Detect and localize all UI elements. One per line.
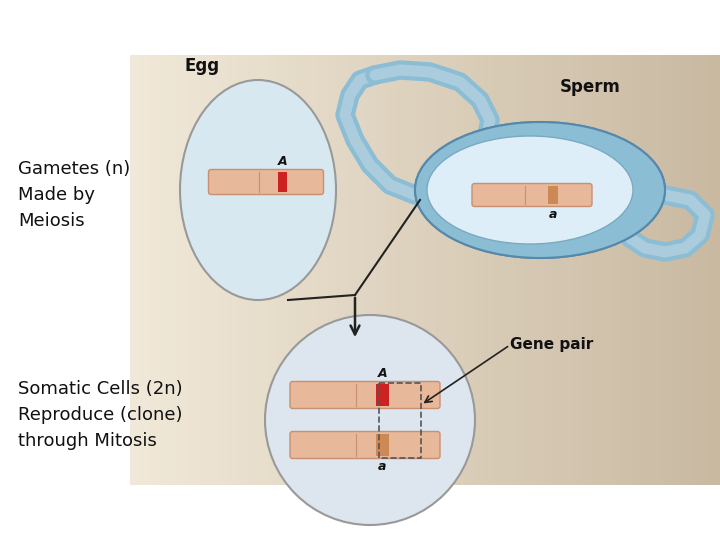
- Bar: [710, 55, 720, 485]
- Bar: [454, 55, 465, 485]
- Text: Egg: Egg: [185, 57, 220, 75]
- Bar: [386, 55, 397, 485]
- Bar: [547, 186, 558, 204]
- Bar: [504, 55, 515, 485]
- Bar: [701, 55, 711, 485]
- FancyBboxPatch shape: [290, 431, 440, 458]
- Text: A: A: [278, 155, 287, 168]
- Bar: [543, 55, 554, 485]
- Bar: [277, 55, 288, 485]
- Bar: [484, 55, 495, 485]
- Bar: [356, 55, 367, 485]
- Bar: [277, 172, 287, 192]
- Bar: [346, 55, 357, 485]
- Bar: [602, 55, 613, 485]
- Bar: [189, 55, 200, 485]
- FancyBboxPatch shape: [472, 184, 592, 206]
- Bar: [592, 55, 603, 485]
- Bar: [268, 55, 279, 485]
- Bar: [297, 55, 308, 485]
- Bar: [366, 55, 377, 485]
- Bar: [228, 55, 239, 485]
- Bar: [287, 55, 298, 485]
- Bar: [671, 55, 682, 485]
- Bar: [307, 55, 318, 485]
- Bar: [415, 55, 426, 485]
- Text: Gametes (n)
Made by
Meiosis: Gametes (n) Made by Meiosis: [18, 160, 130, 231]
- Ellipse shape: [180, 80, 336, 300]
- Bar: [631, 55, 642, 485]
- Bar: [209, 55, 220, 485]
- Bar: [327, 55, 338, 485]
- Bar: [169, 55, 180, 485]
- Bar: [376, 384, 389, 406]
- Bar: [336, 55, 347, 485]
- Bar: [553, 55, 564, 485]
- Bar: [376, 434, 389, 456]
- Bar: [523, 55, 534, 485]
- Text: a: a: [378, 460, 387, 473]
- Bar: [562, 55, 574, 485]
- Text: Sperm: Sperm: [560, 78, 621, 96]
- Ellipse shape: [427, 136, 633, 244]
- Bar: [474, 55, 485, 485]
- Text: A: A: [377, 367, 387, 380]
- Bar: [317, 55, 328, 485]
- Bar: [376, 55, 387, 485]
- FancyBboxPatch shape: [209, 170, 323, 194]
- Bar: [464, 55, 475, 485]
- Bar: [258, 55, 269, 485]
- Bar: [218, 55, 230, 485]
- Bar: [435, 55, 446, 485]
- Bar: [534, 55, 544, 485]
- Bar: [513, 55, 524, 485]
- Bar: [680, 55, 691, 485]
- Bar: [238, 55, 249, 485]
- Bar: [661, 55, 672, 485]
- Bar: [612, 55, 623, 485]
- Text: a: a: [549, 208, 557, 221]
- FancyBboxPatch shape: [290, 381, 440, 408]
- Bar: [150, 55, 161, 485]
- Bar: [160, 55, 171, 485]
- Bar: [445, 55, 456, 485]
- Bar: [651, 55, 662, 485]
- Bar: [572, 55, 583, 485]
- Bar: [395, 55, 406, 485]
- Bar: [130, 55, 141, 485]
- Ellipse shape: [427, 136, 633, 244]
- Bar: [425, 55, 436, 485]
- Bar: [621, 55, 632, 485]
- Ellipse shape: [265, 315, 475, 525]
- Ellipse shape: [415, 122, 665, 258]
- Bar: [405, 55, 416, 485]
- Ellipse shape: [415, 122, 665, 258]
- Bar: [248, 55, 258, 485]
- Text: Somatic Cells (2n)
Reproduce (clone)
through Mitosis: Somatic Cells (2n) Reproduce (clone) thr…: [18, 380, 183, 450]
- Bar: [199, 55, 210, 485]
- Bar: [140, 55, 150, 485]
- Bar: [642, 55, 652, 485]
- Bar: [494, 55, 505, 485]
- Bar: [690, 55, 701, 485]
- Bar: [179, 55, 190, 485]
- Bar: [582, 55, 593, 485]
- Text: Gene pair: Gene pair: [510, 338, 593, 353]
